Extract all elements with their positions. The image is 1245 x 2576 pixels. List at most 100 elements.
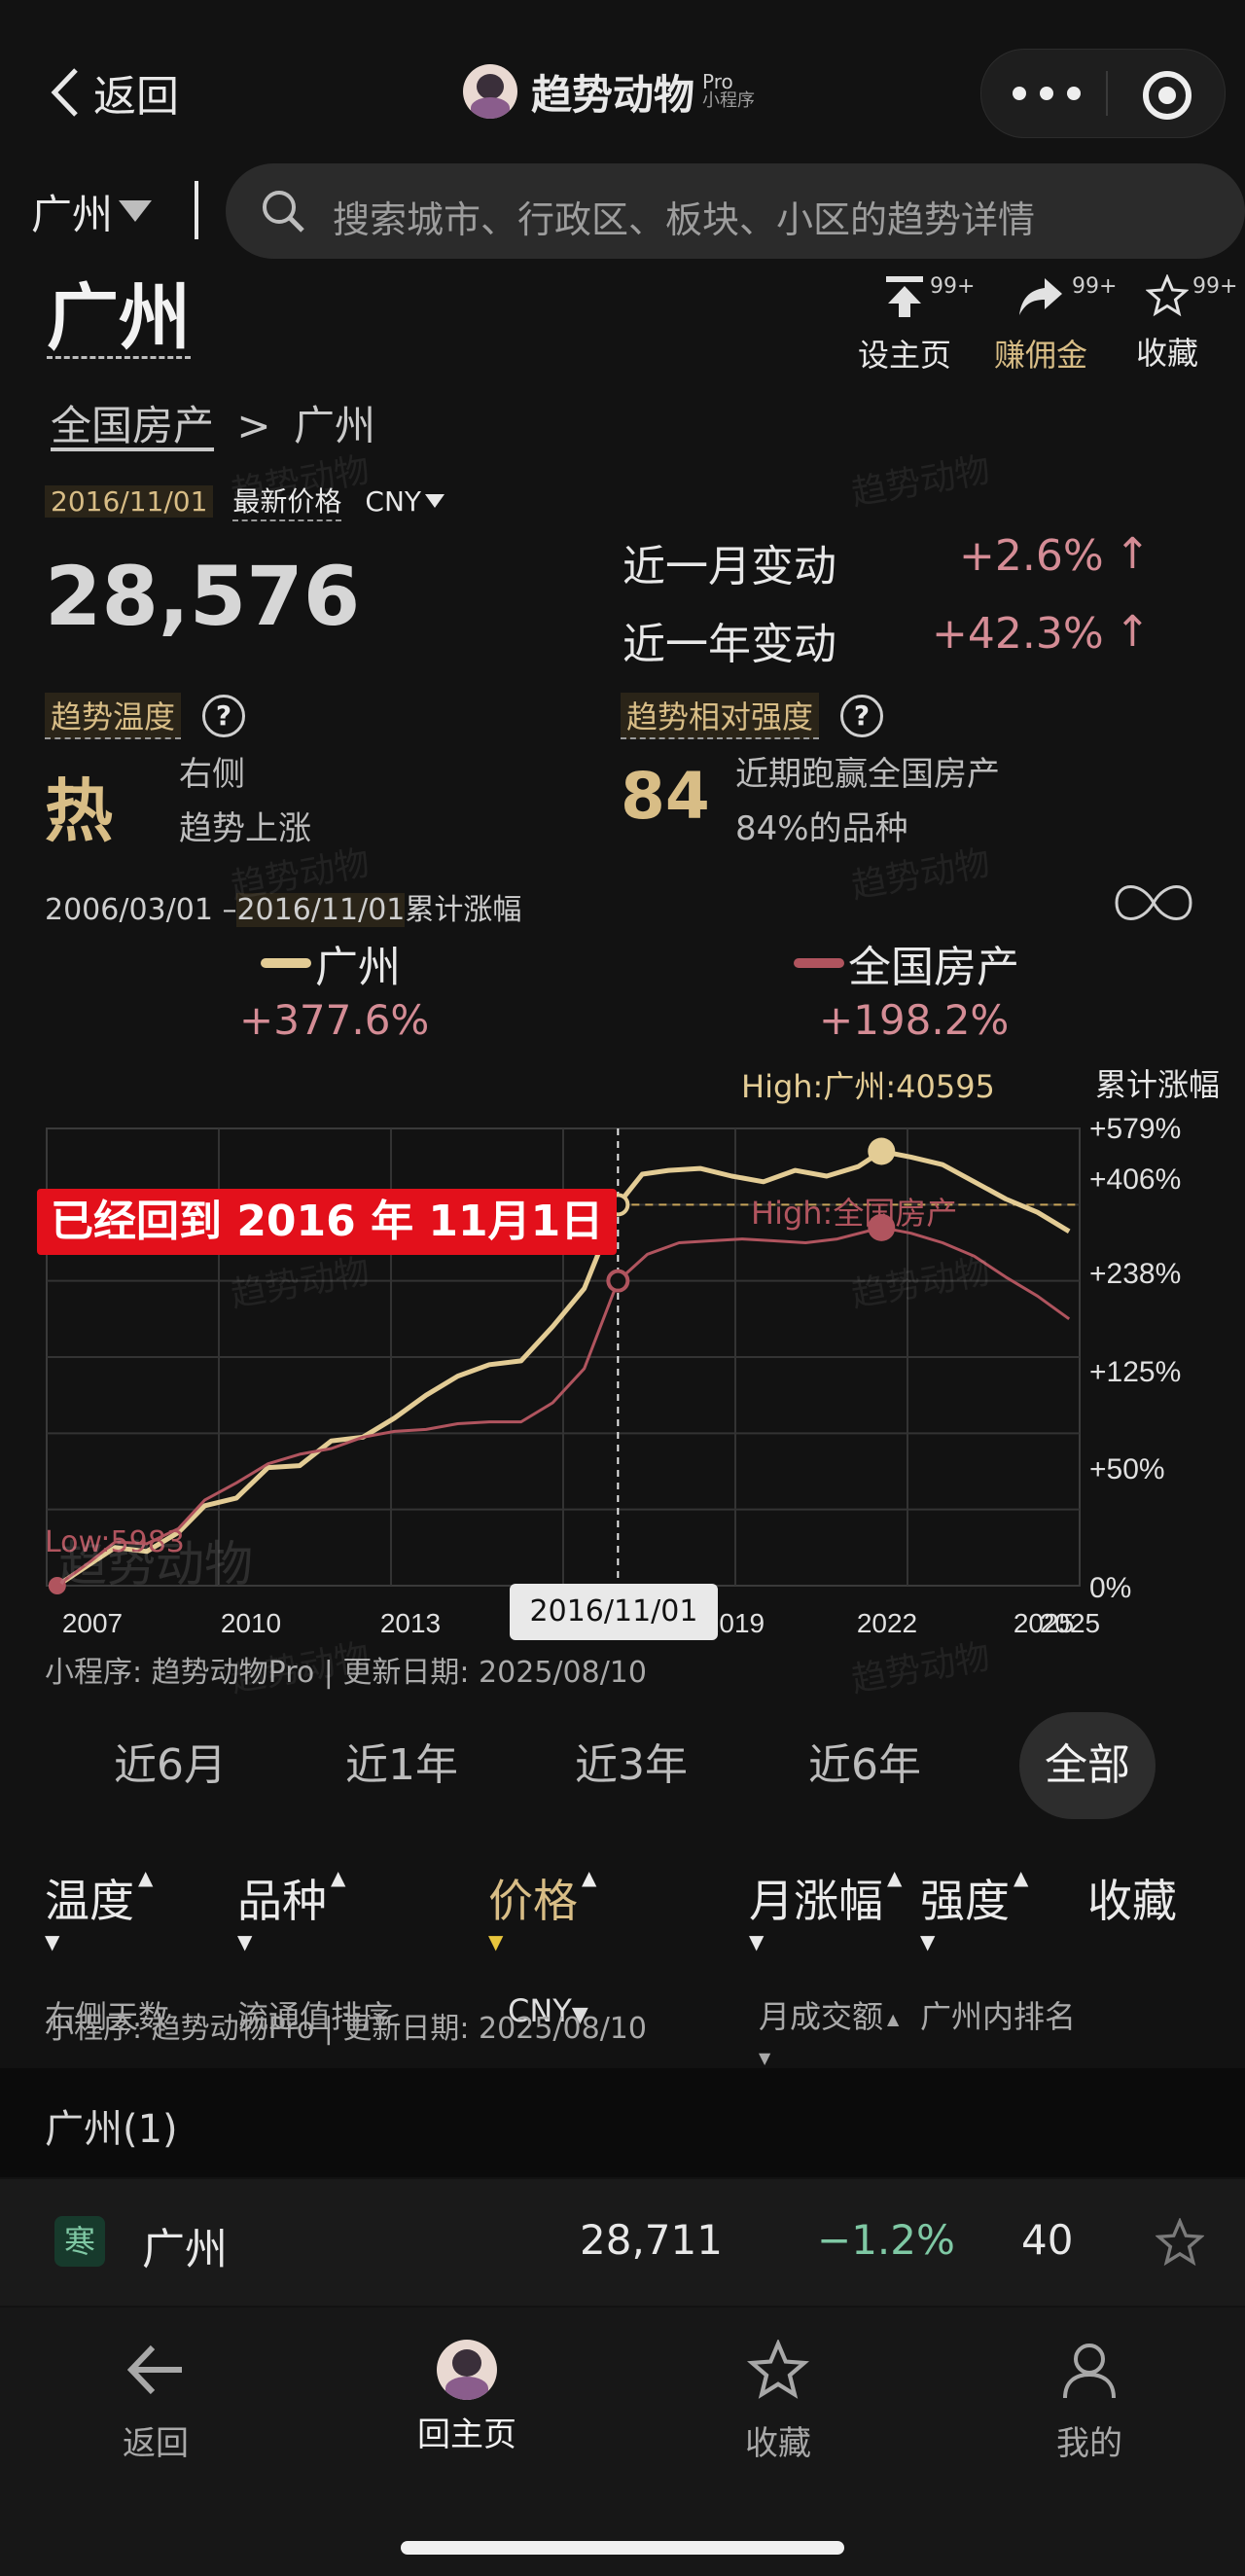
breadcrumb-current: 广州: [293, 402, 375, 449]
up-arrow-icon: ↑: [1115, 607, 1151, 657]
sort-arrows-icon: ▲ ▼: [920, 1866, 1029, 1953]
nav-mine[interactable]: 我的: [992, 2340, 1187, 2464]
legend-series1-value: +377.6%: [239, 996, 430, 1044]
sort-temperature-label: 温度: [45, 1875, 134, 1927]
commission-count: 99+: [1072, 274, 1118, 299]
sort-price[interactable]: 价格 ▲ ▼ CNY▼: [488, 1866, 596, 2029]
chart-source: 小程序: 趋势动物Pro | 更新日期: 2025/08/10: [45, 1656, 647, 1690]
low-label: Low:5983: [45, 1525, 185, 1559]
nav-back[interactable]: 返回: [58, 2340, 253, 2464]
tab-6m[interactable]: 近6月: [114, 1740, 227, 1790]
sort-price-currency: CNY: [508, 1992, 572, 2029]
y-tick-label: +50%: [1089, 1453, 1165, 1485]
sort-arrows-icon: ▲ ▼: [45, 1866, 154, 1953]
legend-swatch-red: [794, 958, 844, 968]
search-icon: [261, 189, 305, 237]
x-tick-label: 2007: [62, 1608, 123, 1638]
nav-favorites-label: 收藏: [745, 2424, 811, 2463]
sort-variety[interactable]: 品种 ▲ ▼ 流通值排序: [237, 1866, 393, 2037]
high-label-series1: High:广州:40595: [741, 1068, 995, 1105]
nav-mine-label: 我的: [1056, 2424, 1122, 2463]
nav-favorites[interactable]: 收藏: [681, 2338, 875, 2464]
legend-swatch-gold: [261, 958, 311, 968]
sort-favorites[interactable]: 收藏: [1087, 1866, 1177, 1930]
list-source: 小程序: 趋势动物Pro | 更新日期: 2025/08/10: [45, 2012, 647, 2046]
x-tick-label: 2025: [1014, 1608, 1074, 1638]
help-icon[interactable]: ?: [840, 695, 884, 737]
sort-arrows-icon: ▲ ▼: [237, 1866, 346, 1953]
sort-monthly-change[interactable]: 月涨幅 ▲ ▼ 月成交额 ▲ ▼: [749, 1866, 902, 2074]
tab-3y[interactable]: 近3年: [575, 1740, 688, 1790]
price-label: 最新价格: [232, 481, 342, 521]
strength-value: 84: [621, 759, 710, 834]
page-title: 广州: [47, 276, 191, 360]
sort-favorites-label: 收藏: [1087, 1875, 1177, 1927]
nav-home[interactable]: 回主页: [370, 2340, 564, 2455]
capsule-menu: [980, 49, 1226, 138]
breadcrumb-separator: >: [236, 402, 271, 449]
tab-1y[interactable]: 近1年: [345, 1740, 458, 1790]
sort-arrows-active-icon: ▲ ▼: [488, 1866, 597, 1953]
city-selector[interactable]: 广州: [31, 177, 153, 245]
list-group-header: 广州(1): [0, 2068, 1245, 2177]
infinity-toggle-icon[interactable]: [1107, 874, 1200, 936]
person-icon: [992, 2340, 1187, 2409]
earn-commission-action[interactable]: 99+ 赚佣金: [982, 274, 1117, 376]
favorite-count: 99+: [1192, 274, 1238, 299]
pro-label: Pro: [702, 70, 733, 94]
year-change-value: +42.3%: [932, 609, 1104, 659]
breadcrumb-root-link[interactable]: 全国房产: [51, 402, 215, 449]
bottom-nav: [0, 2308, 1245, 2576]
sort-temperature[interactable]: 温度 ▲ ▼ 右侧天数: [45, 1866, 169, 2037]
x-tick-label: 2010: [221, 1608, 281, 1638]
breadcrumb: 全国房产 > 广州: [51, 393, 375, 452]
currency-label: CNY: [365, 484, 422, 518]
legend-series2-value: +198.2%: [819, 996, 1010, 1044]
sort-temperature-sub: 右侧天数: [45, 1998, 170, 2035]
close-target-icon[interactable]: [1143, 71, 1192, 120]
legend-series1-name: 广州: [315, 943, 401, 992]
set-home-label: 设主页: [857, 337, 951, 374]
more-dots-icon[interactable]: [1013, 77, 1081, 110]
sort-arrows-icon: ▲ ▼: [749, 1866, 903, 1953]
back-button[interactable]: 返回: [49, 58, 179, 126]
range-suffix: 累计涨幅: [405, 893, 522, 927]
tab-all[interactable]: 全部: [1019, 1712, 1156, 1819]
sort-price-label: 价格: [488, 1875, 578, 1927]
y-tick-label: +406%: [1089, 1163, 1181, 1196]
temperature-badge: 寒: [54, 2216, 105, 2267]
app-title-group: 趋势动物 Pro 小程序: [463, 56, 755, 126]
price-date: 2016/11/01: [45, 484, 214, 518]
sort-arrows-icon: ▲ ▼: [759, 2009, 900, 2067]
favorite-label: 收藏: [1135, 335, 1198, 372]
y-tick-label: +579%: [1089, 1113, 1181, 1145]
trend-temp-desc1: 右侧: [179, 755, 245, 794]
sort-monthly-change-label: 月涨幅: [749, 1875, 883, 1927]
row-favorite-star-icon[interactable]: [1155, 2217, 1205, 2271]
currency-selector[interactable]: CNY: [365, 485, 445, 518]
year-change-label: 近一年变动: [622, 620, 836, 669]
search-placeholder: 搜索城市、行政区、板块、小区的趋势详情: [333, 198, 1036, 241]
low-marker: [48, 1577, 66, 1594]
strength-desc1: 近期跑赢全国房产: [735, 755, 1000, 794]
row-change: −1.2%: [817, 2216, 955, 2264]
sort-monthly-volume-sub: 月成交额: [759, 1998, 884, 2035]
favorite-action[interactable]: 99+ 收藏: [1119, 273, 1237, 374]
help-icon[interactable]: ?: [202, 695, 246, 737]
table-row[interactable]: 寒 广州 28,711 −1.2% 40: [0, 2179, 1245, 2306]
back-arrow-icon: [58, 2340, 253, 2409]
tab-6y[interactable]: 近6年: [808, 1740, 921, 1790]
month-change-label: 近一月变动: [622, 542, 836, 591]
back-label: 返回: [93, 72, 179, 122]
high-label-series2: High:全国房产: [751, 1195, 958, 1232]
cursor-date-tooltip: 2016/11/01: [510, 1584, 718, 1640]
commission-label: 赚佣金: [993, 337, 1087, 374]
set-home-action[interactable]: 99+ 设主页: [846, 274, 975, 376]
list-group-title: 广州(1): [45, 2107, 178, 2152]
watermark: 趋势动物: [848, 449, 994, 515]
trend-temp-value: 热: [45, 771, 113, 851]
search-input[interactable]: 搜索城市、行政区、板块、小区的趋势详情: [226, 163, 1245, 259]
month-change-value: +2.6%: [959, 531, 1104, 581]
sort-variety-sub: 流通值排序: [237, 1998, 394, 2035]
sort-strength[interactable]: 强度 ▲ ▼ 广州内排名: [920, 1866, 1076, 2037]
